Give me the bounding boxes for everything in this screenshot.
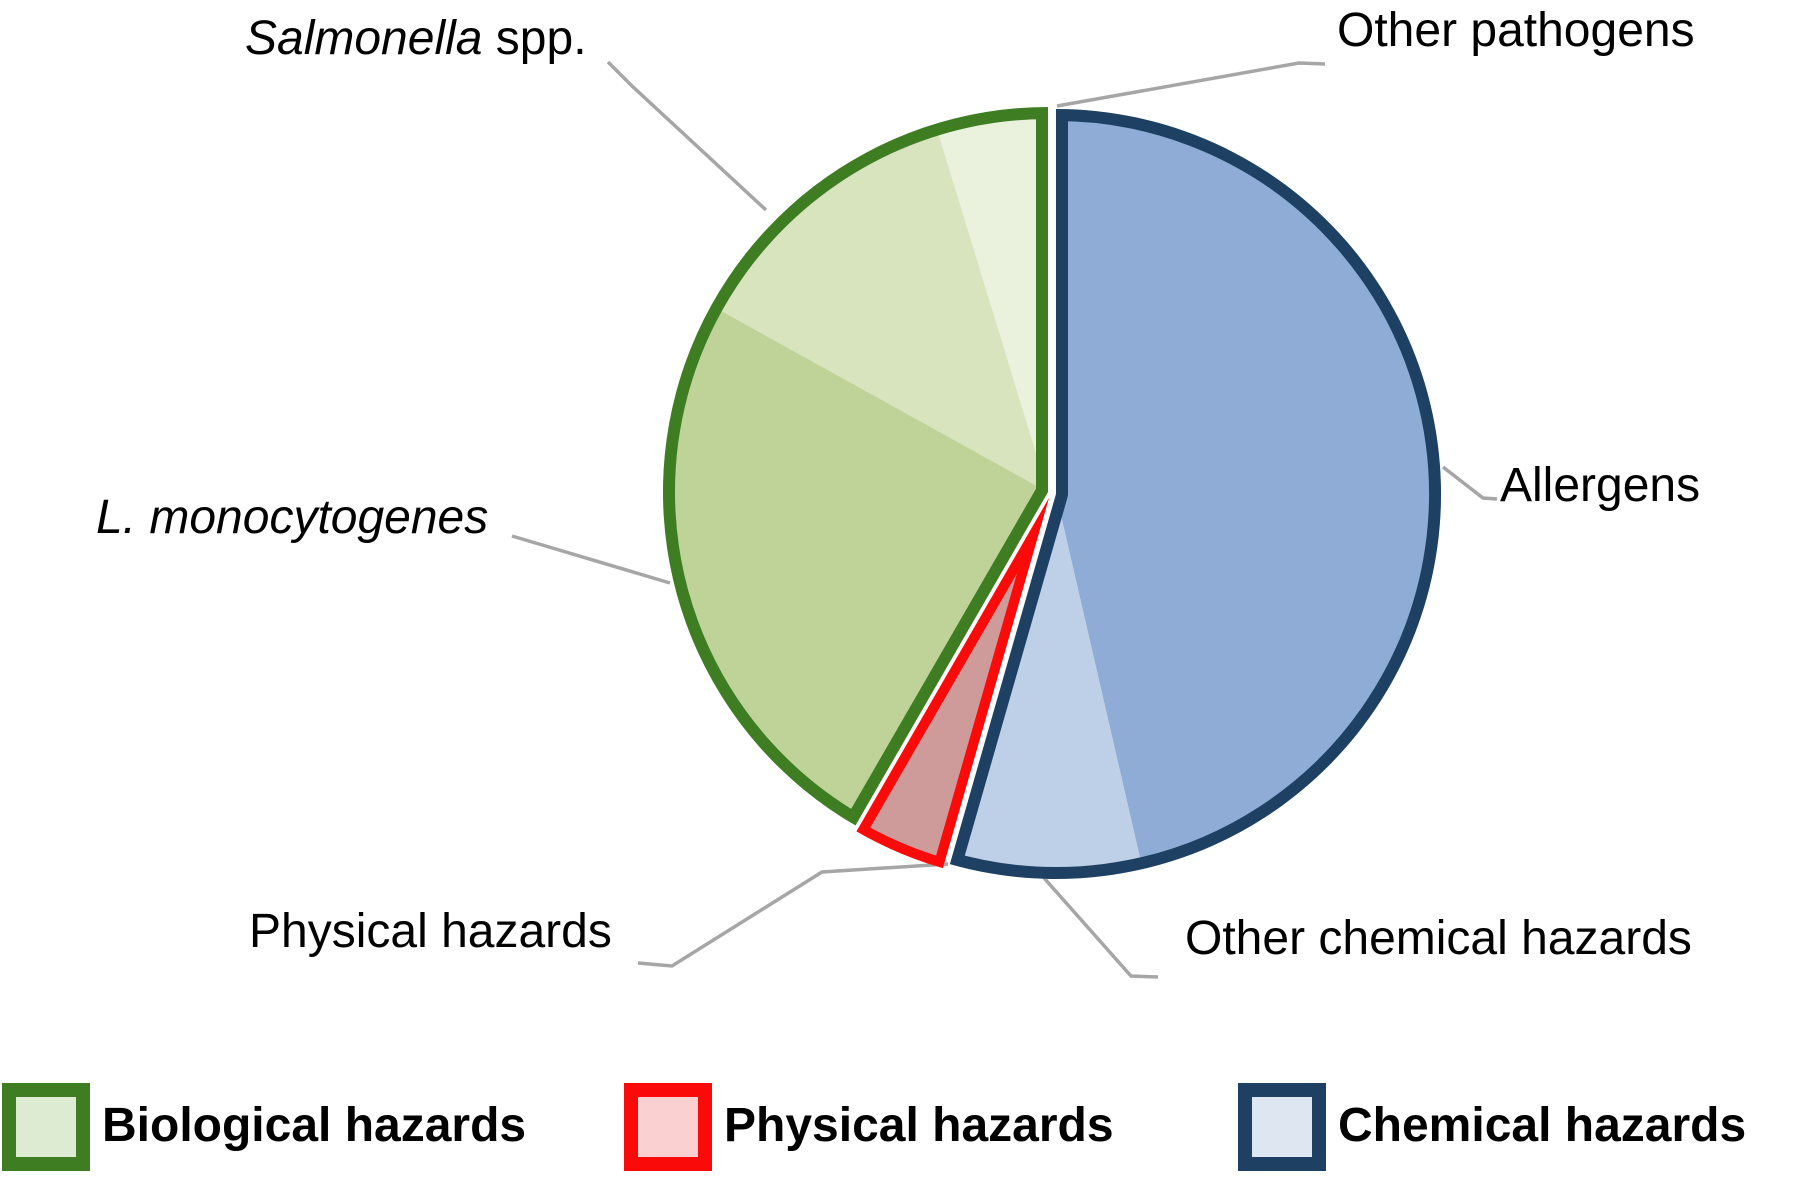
pie-label-l-monocytogenes: L. monocytogenes (96, 494, 488, 542)
salmonella-italic-text: Salmonella (245, 12, 483, 65)
physical-text: Physical hazards (249, 905, 612, 958)
legend-label-chemical: Chemical hazards (1338, 1099, 1747, 1152)
other-chemical-text: Other chemical hazards (1185, 912, 1692, 965)
pie-label-salmonella: Salmonella spp. (245, 15, 587, 63)
legend-swatch-chemical (1238, 1083, 1326, 1171)
pie-slice-allergens (1056, 109, 1441, 870)
other-pathogens-text: Other pathogens (1337, 4, 1695, 57)
legend-label-physical: Physical hazards (724, 1099, 1114, 1152)
leader-line-l-monocytogenes (511, 534, 671, 585)
leader-line-physical (637, 862, 949, 968)
pie-label-allergens: Allergens (1500, 462, 1700, 510)
leader-line-allergens (1441, 465, 1498, 501)
pie-slice-l-monocytogenes (663, 305, 1048, 826)
salmonella-regular-text: spp. (482, 12, 587, 65)
group-outline-chemical (949, 109, 1441, 879)
legend-swatch-physical (624, 1083, 712, 1171)
pie-slice-other-pathogens (935, 107, 1048, 492)
legend-swatch-biological (2, 1083, 90, 1171)
leader-line-other-pathogens (1056, 61, 1326, 108)
pie-label-physical: Physical hazards (249, 908, 612, 956)
pie-label-other-pathogens: Other pathogens (1337, 7, 1695, 55)
leader-line-other-chemical (1042, 876, 1159, 979)
leader-line-salmonella (606, 60, 768, 212)
pie-label-other-chemical: Other chemical hazards (1185, 915, 1692, 963)
allergens-text: Allergens (1500, 459, 1701, 512)
pie-slice-other-chemical (949, 494, 1143, 879)
legend-label-biological: Biological hazards (102, 1099, 527, 1152)
l-monocytogenes-italic-text: L. monocytogenes (96, 491, 489, 544)
